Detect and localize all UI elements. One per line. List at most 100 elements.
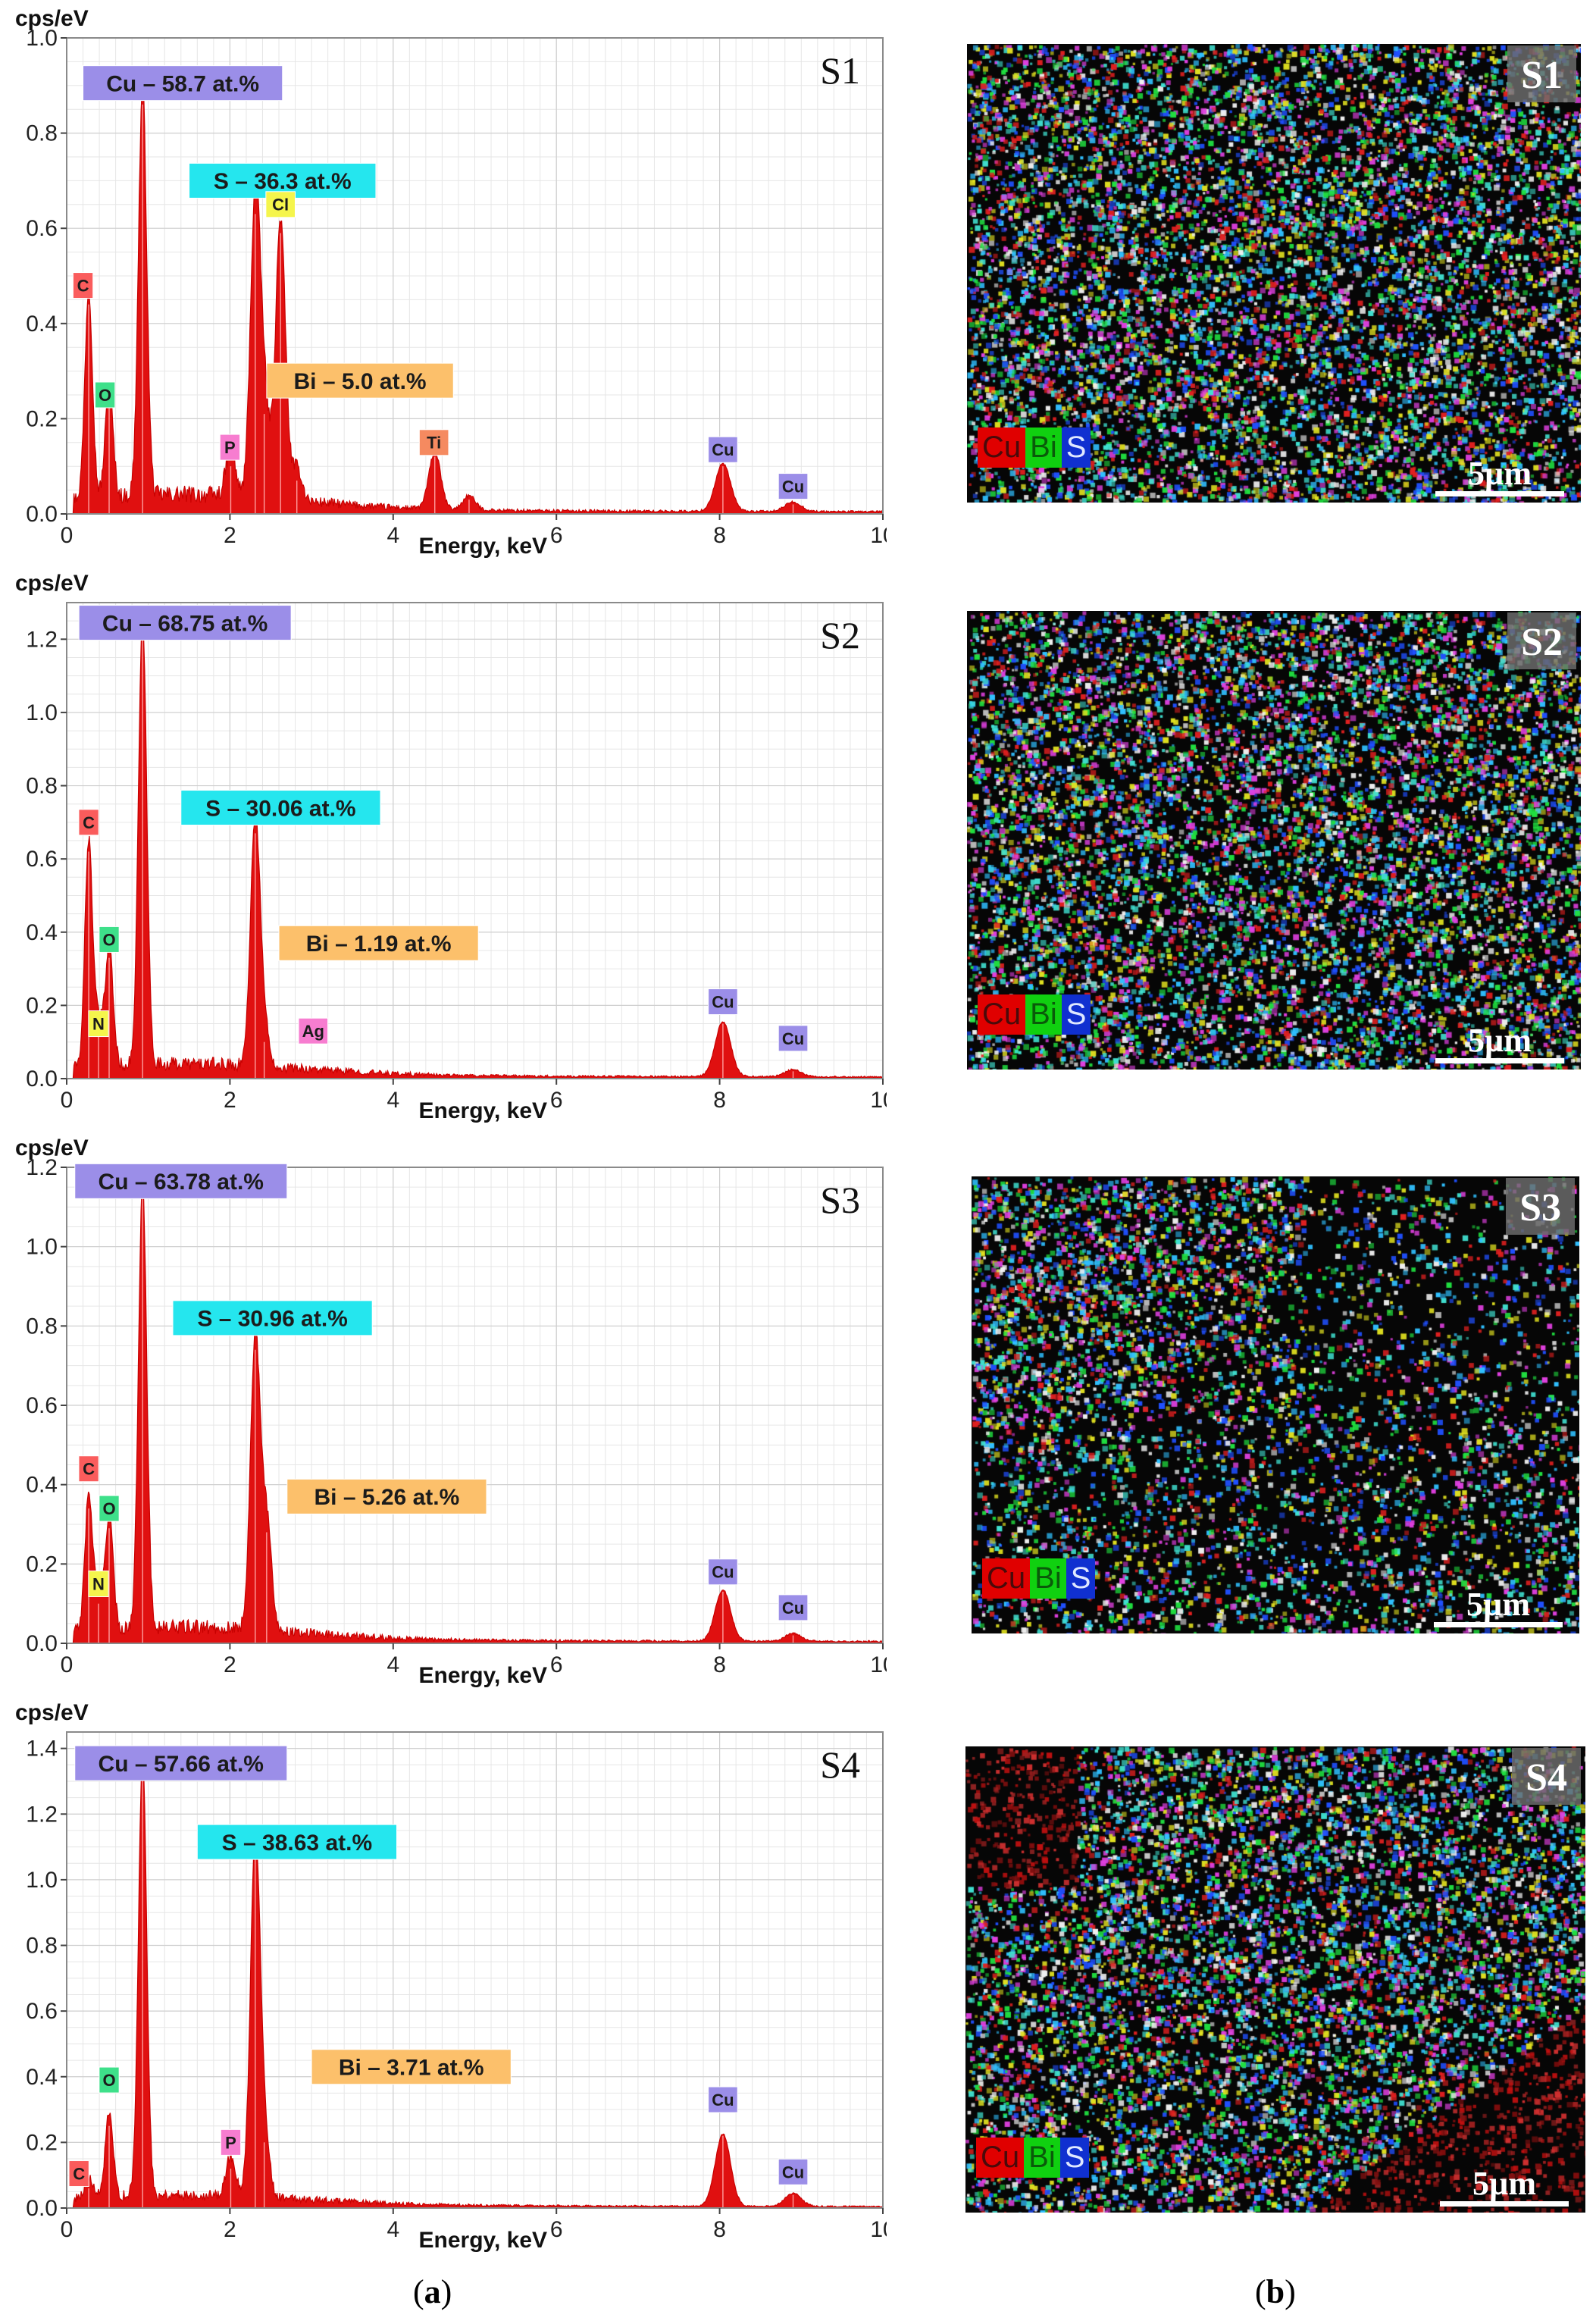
spectrum-area <box>67 1184 884 1644</box>
peak-label-box <box>778 1594 809 1621</box>
x-tick-label: 4 <box>386 2217 399 2242</box>
x-tick-label: 10 <box>870 2217 887 2242</box>
x-tick-label: 6 <box>550 1088 563 1113</box>
peak-label-box <box>286 1478 487 1514</box>
peak-label-text: N <box>92 1574 105 1593</box>
peak-label-text: Cu – 57.66 at.% <box>99 1752 264 1777</box>
y-axis-label: cps/eV <box>15 1135 89 1160</box>
y-tick-label: 0.6 <box>26 1999 58 2024</box>
peak-label-box <box>778 2158 809 2185</box>
spectrum-chart-s1: 0.0 0.2 0.4 0.6 0.8 1.0 0 2 4 6 8 10 cps/eV Energy, k… <box>15 6 887 559</box>
peak-label: Cu – 63.78 at.% <box>74 1163 288 1199</box>
peak-label-box <box>778 1025 809 1052</box>
legend-cu: Cu <box>978 428 1026 468</box>
legend-cu: Cu <box>978 994 1026 1035</box>
peak-label-text: Cu – 58.7 at.% <box>106 71 259 96</box>
peak-label-box <box>219 434 241 461</box>
peak-label: Bi – 3.71 at.% <box>311 2049 512 2085</box>
peak-label-box <box>708 988 738 1016</box>
legend-s: S <box>1061 428 1091 468</box>
map-texture <box>972 1176 1579 1633</box>
map-tag: S3 <box>1506 1178 1575 1235</box>
y-axis-label: cps/eV <box>15 1700 89 1725</box>
peak-label-text: Ag <box>302 1022 324 1041</box>
peak-label-box <box>74 1745 288 1781</box>
peak-label-box <box>708 2086 738 2113</box>
peak-label-text: C <box>77 276 89 295</box>
peak-label-box <box>88 1571 109 1597</box>
map-tag: S2 <box>1507 612 1576 669</box>
peak-label: Cu <box>778 473 809 500</box>
peak-label-box <box>311 2049 512 2085</box>
x-axis-label: Energy, keV <box>419 2228 548 2253</box>
chart-title: S1 <box>820 49 860 92</box>
y-tick-label: 1.2 <box>26 1155 58 1180</box>
peak-label-text: O <box>99 386 111 405</box>
x-axis-label: Energy, keV <box>419 534 548 559</box>
x-tick-label: 2 <box>224 523 236 548</box>
peak-label-box <box>220 2128 242 2156</box>
map-legend: Cu Bi S <box>976 2138 1090 2178</box>
peak-label-text: P <box>225 2133 236 2152</box>
peak-label-box <box>196 1824 398 1860</box>
peak-label: Bi – 5.26 at.% <box>286 1478 487 1514</box>
map-legend: Cu Bi S <box>978 994 1091 1035</box>
peak-label: O <box>99 1495 120 1522</box>
x-tick-label: 0 <box>61 523 74 548</box>
peak-label: Ag <box>298 1017 329 1045</box>
peak-label: Cu <box>778 1594 809 1621</box>
y-tick-label: 1.4 <box>26 1737 58 1762</box>
peak-label-text: Cu <box>782 2163 804 2181</box>
chart-title: S4 <box>820 1743 860 1786</box>
peak-label: C <box>72 272 94 299</box>
spectrum-area <box>67 612 884 1079</box>
peak-label: Cl <box>265 191 296 218</box>
peak-label-text: Cu <box>712 2091 734 2109</box>
peak-label: N <box>88 1571 109 1597</box>
peak-label-text: Cu – 63.78 at.% <box>99 1170 264 1195</box>
peak-label-text: Cu – 68.75 at.% <box>102 611 268 636</box>
spectrum-chart-s2: 0.0 0.2 0.4 0.6 0.8 1.0 1.2 0 2 4 6 8 10 cps/eV Energy… <box>15 571 887 1123</box>
peak-label: O <box>99 2066 120 2094</box>
peak-label: Cu <box>778 1025 809 1052</box>
map-texture <box>965 1746 1585 2213</box>
peak-label: P <box>219 434 241 461</box>
peak-label-text: Cu <box>712 992 734 1011</box>
peak-label: Cu – 58.7 at.% <box>83 65 283 102</box>
peak-label-box <box>88 1010 109 1038</box>
map-texture <box>967 611 1581 1070</box>
y-tick-label: 0.0 <box>26 1631 58 1656</box>
scale-line <box>1434 1622 1563 1627</box>
map-legend: Cu Bi S <box>982 1558 1096 1599</box>
peak-label-text: C <box>83 1460 95 1479</box>
peak-label-text: N <box>92 1014 105 1033</box>
x-tick-label: 10 <box>870 1652 887 1677</box>
peak-label: S – 30.96 at.% <box>172 1300 373 1336</box>
peak-label: N <box>88 1010 109 1038</box>
map-tag: S4 <box>1512 1748 1581 1805</box>
x-tick-label: 8 <box>713 2217 726 2242</box>
y-tick-label: 0.8 <box>26 774 58 799</box>
scale-line <box>1435 1058 1564 1063</box>
y-tick-label: 0.4 <box>26 312 58 337</box>
x-tick-label: 10 <box>870 1088 887 1113</box>
legend-cu: Cu <box>982 1558 1031 1599</box>
scale-label: 5µm <box>1472 2165 1536 2202</box>
peak-label-text: C <box>73 2164 85 2183</box>
y-tick-label: 0.2 <box>26 1552 58 1577</box>
scale-bar: 5µm <box>1435 1021 1564 1063</box>
legend-bi: Bi <box>1024 2138 1060 2178</box>
y-tick-label: 0.4 <box>26 1473 58 1498</box>
y-axis-label: cps/eV <box>15 571 89 596</box>
peak-label-box <box>78 809 99 836</box>
peak-label: Cu <box>708 2086 738 2113</box>
peak-label: Cu <box>708 988 738 1016</box>
x-tick-label: 0 <box>61 2217 74 2242</box>
peak-label-box <box>78 1455 99 1483</box>
chart-title: S3 <box>820 1179 860 1221</box>
y-tick-label: 0.8 <box>26 1314 58 1339</box>
spectrum-panel-s2: 0.0 0.2 0.4 0.6 0.8 1.0 1.2 0 2 4 6 8 10 cps/eV Energy… <box>0 565 887 1126</box>
peak-label-text: S – 38.63 at.% <box>222 1831 372 1856</box>
y-tick-label: 0.6 <box>26 847 58 872</box>
legend-bi: Bi <box>1025 428 1062 468</box>
